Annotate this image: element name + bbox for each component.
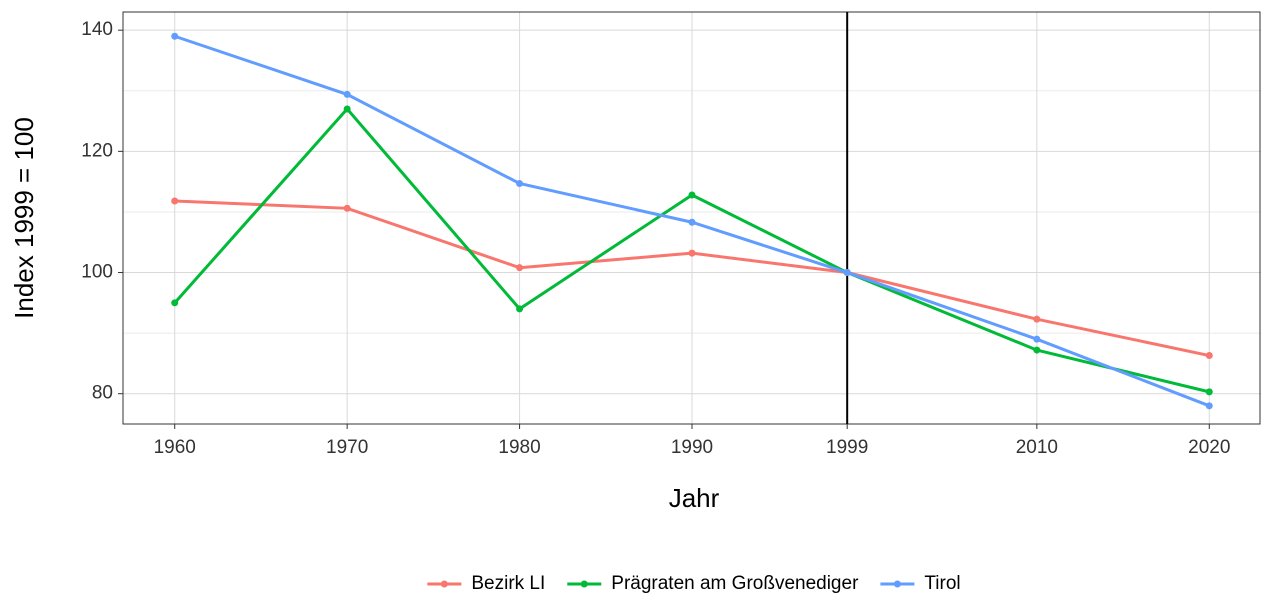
- legend: Bezirk LI Prägraten am Großvenediger Tirol: [427, 573, 961, 594]
- data-point: [1033, 335, 1041, 343]
- data-point: [171, 32, 179, 40]
- data-point: [171, 299, 179, 307]
- data-point: [1033, 346, 1041, 354]
- data-point: [343, 204, 351, 212]
- y-tick-label: 120: [81, 140, 113, 161]
- data-point: [343, 105, 351, 113]
- legend-key: [880, 580, 915, 588]
- data-point: [343, 90, 351, 98]
- x-axis-label: Jahr: [669, 483, 720, 513]
- data-point: [516, 305, 524, 313]
- x-tick-label: 1990: [671, 437, 713, 458]
- x-tick-label: 1980: [498, 437, 540, 458]
- data-point: [843, 269, 851, 277]
- x-tick-label: 1960: [154, 437, 196, 458]
- legend-key: [567, 580, 602, 588]
- data-point: [1205, 402, 1213, 410]
- data-point: [1205, 388, 1213, 396]
- legend-point: [580, 580, 588, 588]
- data-point: [688, 218, 696, 226]
- legend-key: [427, 580, 462, 588]
- x-tick-label: 1970: [326, 437, 368, 458]
- data-point: [171, 197, 179, 205]
- data-point: [1033, 315, 1041, 323]
- y-axis-label: Index 1999 = 100: [9, 117, 39, 319]
- y-tick-label: 100: [81, 262, 113, 283]
- y-tick-label: 80: [92, 383, 113, 404]
- data-point: [688, 191, 696, 199]
- y-tick-label: 140: [81, 19, 113, 40]
- legend-label: Prägraten am Großvenediger: [611, 573, 859, 594]
- data-point: [1205, 352, 1213, 360]
- x-tick-label: 2010: [1016, 437, 1058, 458]
- data-point: [516, 179, 524, 187]
- data-point: [688, 249, 696, 257]
- x-tick-label: 2020: [1188, 437, 1230, 458]
- x-tick-label: 1999: [826, 437, 868, 458]
- legend-label: Tirol: [924, 573, 960, 594]
- legend-point: [440, 580, 448, 588]
- data-point: [516, 264, 524, 272]
- plot-border: [122, 11, 1261, 425]
- legend-point: [893, 580, 901, 588]
- legend-label: Bezirk LI: [471, 573, 545, 594]
